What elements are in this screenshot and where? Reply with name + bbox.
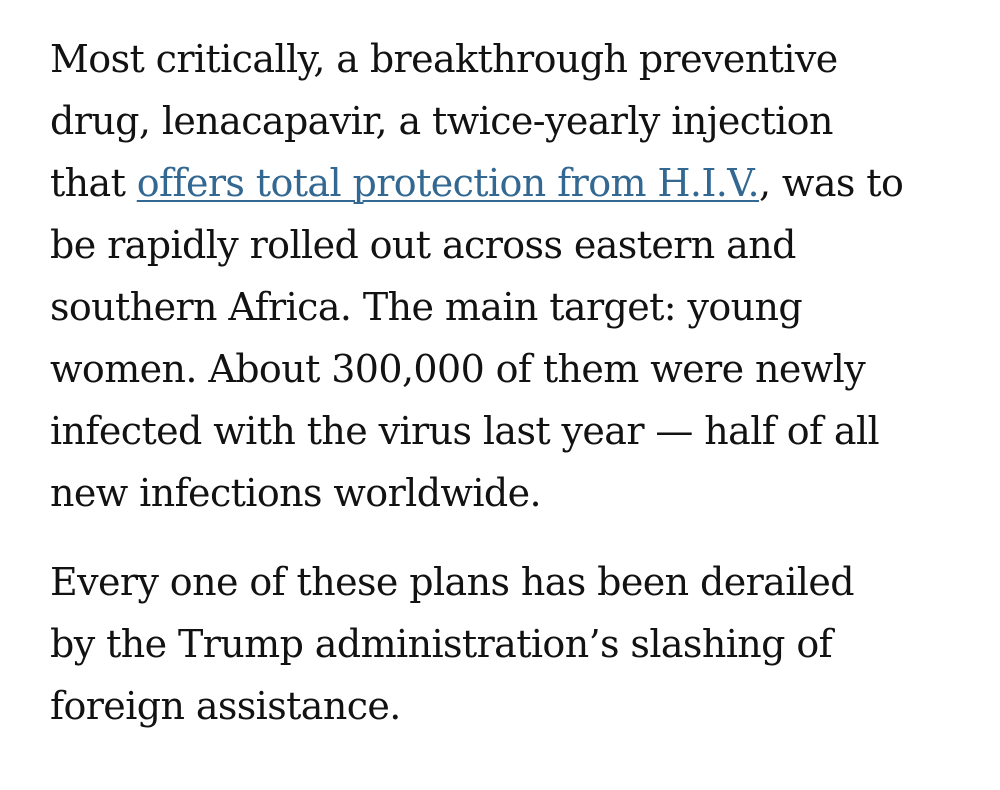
article-body: Most critically, a breakthrough preventi…	[50, 28, 970, 764]
protection-link[interactable]: offers total protection from H.I.V.	[136, 161, 760, 205]
paragraph-2: Every one of these plans has been derail…	[50, 551, 970, 737]
text-line: women. About 300,000 of them were newly	[50, 347, 866, 391]
paragraph-1: Most critically, a breakthrough preventi…	[50, 28, 970, 524]
text-line: by the Trump administration’s slashing o…	[50, 622, 833, 666]
text-line: new infections worldwide.	[50, 471, 542, 515]
text-fragment: that	[50, 161, 137, 205]
text-line: Every one of these plans has been derail…	[50, 560, 855, 604]
text-line: Most critically, a breakthrough preventi…	[50, 37, 838, 81]
text-line: drug, lenacapavir, a twice-yearly inject…	[50, 99, 833, 143]
text-line: foreign assistance.	[50, 684, 401, 728]
text-fragment: , was to	[758, 161, 904, 205]
text-line: southern Africa. The main target: young	[50, 285, 803, 329]
text-line: be rapidly rolled out across eastern and	[50, 223, 796, 267]
text-line: infected with the virus last year — half…	[50, 409, 880, 453]
text-line-with-link: that offers total protection from H.I.V.…	[50, 152, 970, 214]
